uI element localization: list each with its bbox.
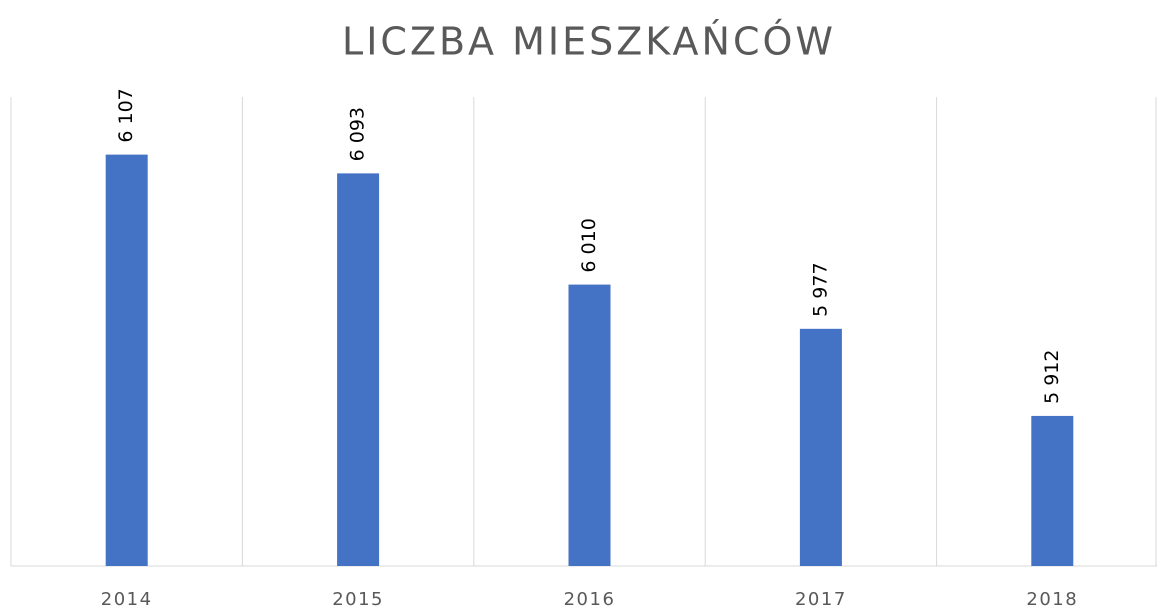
bar [337,173,380,566]
x-tick-label: 2015 [332,589,384,608]
bar [1031,415,1074,566]
x-tick-label: 2017 [795,589,847,608]
x-tick-label: 2018 [1026,589,1078,608]
value-label: 6 093 [347,107,369,161]
chart-title: LICZBA MIESZKAŃCÓW [342,20,836,64]
bar [105,154,148,566]
bar [568,284,611,566]
value-label: 5 977 [809,262,831,316]
x-tick-label: 2016 [564,589,616,608]
value-label: 6 107 [115,88,137,142]
value-label: 5 912 [1041,350,1063,404]
bar [799,328,842,566]
x-tick-label: 2014 [101,589,153,608]
value-label: 6 010 [578,218,600,272]
